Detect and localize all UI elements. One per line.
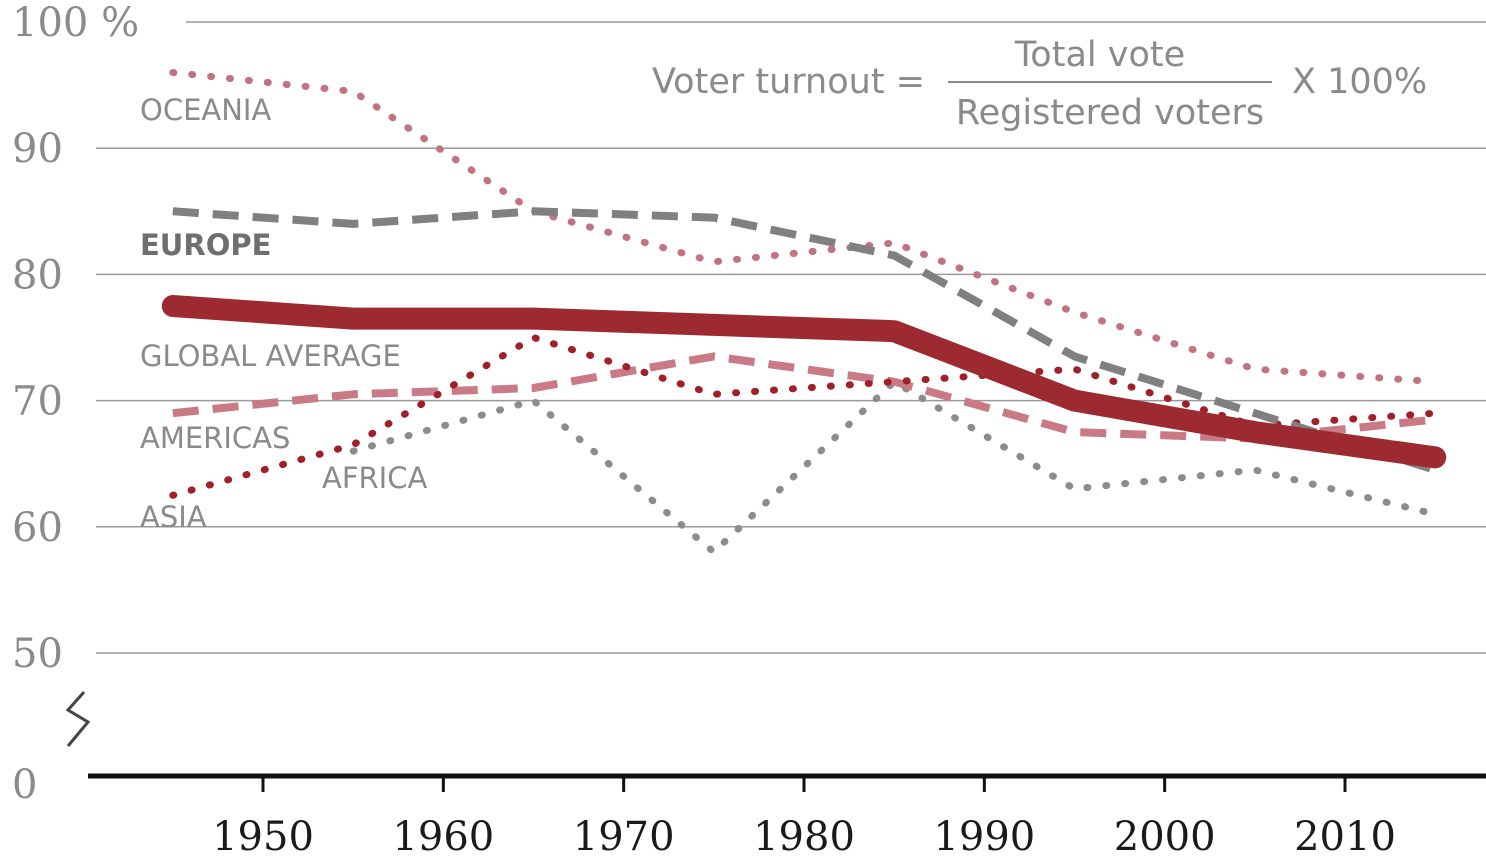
formula-left: Voter turnout = <box>652 62 925 102</box>
series-labels: OCEANIA EUROPE GLOBAL AVERAGE AMERICAS ASIA A… <box>140 93 427 534</box>
y-tick-label-60: 60 <box>12 505 63 551</box>
series-label-oceania: OCEANIA <box>140 93 271 127</box>
series-label-americas: AMERICAS <box>140 421 290 455</box>
y-tick-label-80: 80 <box>12 252 63 298</box>
x-tick-labels: 1950 1960 1970 1980 1990 2000 2010 <box>212 776 1396 860</box>
y-tick-label-70: 70 <box>12 379 63 425</box>
x-tick-label-1970: 1970 <box>573 814 675 860</box>
series-label-africa: AFRICA <box>322 461 427 495</box>
turnout-formula: Voter turnout = Total vote Registered vo… <box>652 35 1427 133</box>
formula-denominator: Registered voters <box>956 93 1264 133</box>
x-tick-label-1960: 1960 <box>392 814 494 860</box>
y-tick-label-0: 0 <box>12 762 37 808</box>
y-tick-label-90: 90 <box>12 126 63 172</box>
y-axis-break-icon <box>65 691 91 747</box>
series-line-global-average <box>161 295 1447 469</box>
series-label-global-average: GLOBAL AVERAGE <box>140 339 401 373</box>
formula-right: X 100% <box>1292 62 1427 102</box>
x-tick-label-1950: 1950 <box>212 814 314 860</box>
series-lines <box>161 69 1447 556</box>
axis-layer <box>65 691 1486 779</box>
series-line-africa <box>349 378 1439 556</box>
x-tick-label-2000: 2000 <box>1114 814 1216 860</box>
y-tick-label-100: 100 % <box>12 0 139 46</box>
x-tick-label-1980: 1980 <box>753 814 855 860</box>
series-label-asia: ASIA <box>140 500 207 534</box>
x-tick-label-1990: 1990 <box>933 814 1035 860</box>
series-label-europe: EUROPE <box>140 228 271 262</box>
series-line-europe <box>172 207 1437 474</box>
y-tick-labels: 0 50 60 70 80 90 100 % <box>12 0 139 808</box>
y-tick-label-50: 50 <box>12 631 63 677</box>
formula-numerator: Total vote <box>1014 35 1185 75</box>
x-tick-label-2010: 2010 <box>1294 814 1396 860</box>
grid-layer <box>96 21 1486 654</box>
